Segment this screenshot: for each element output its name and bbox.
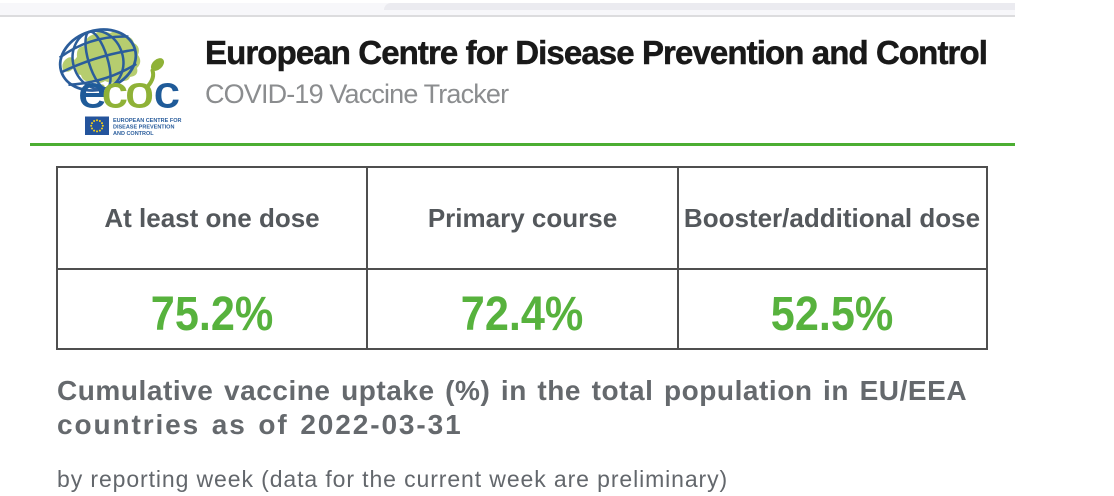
svg-text:EUROPEAN CENTRE FOR: EUROPEAN CENTRE FOR (113, 118, 181, 124)
svg-text:DISEASE PREVENTION: DISEASE PREVENTION (113, 125, 174, 131)
svg-text:o: o (126, 68, 154, 117)
svg-text:c: c (102, 68, 127, 117)
svg-text:e: e (79, 68, 107, 117)
svg-text:c: c (154, 68, 179, 117)
svg-text:AND CONTROL: AND CONTROL (113, 131, 154, 137)
